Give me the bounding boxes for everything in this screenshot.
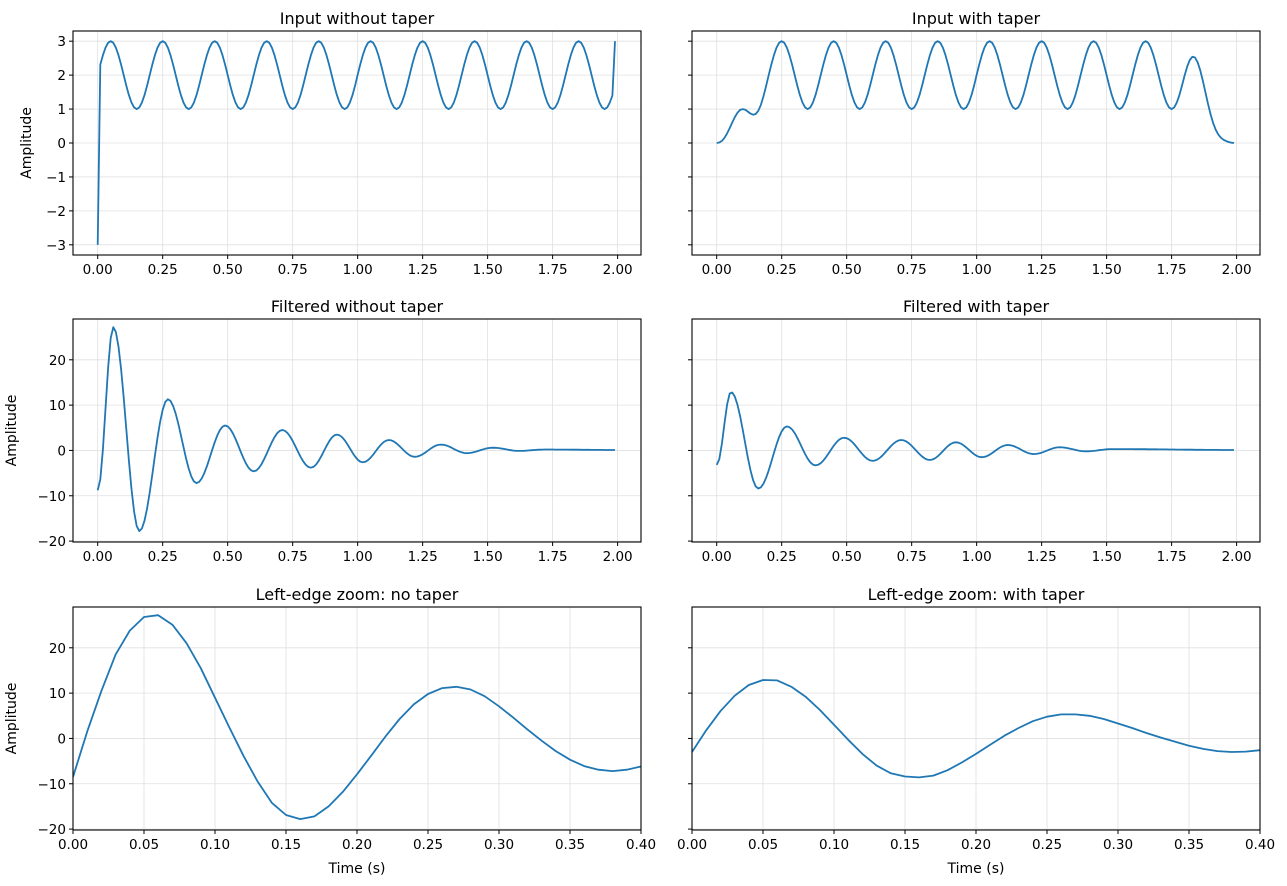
x-tick-label: 0.40 xyxy=(626,837,656,853)
y-tick-label: 0 xyxy=(57,443,66,459)
x-tick-label: 0.15 xyxy=(890,837,920,853)
x-tick-label: 0.00 xyxy=(702,549,732,565)
data-line xyxy=(96,40,616,245)
x-tick-label: 0.25 xyxy=(413,837,443,853)
x-tick-label: 1.50 xyxy=(473,262,503,278)
x-tick-label: 1.25 xyxy=(408,549,438,565)
y-tick-label: −2 xyxy=(46,204,66,220)
x-tick-label: 0.50 xyxy=(832,549,862,565)
y-tick-label: 20 xyxy=(49,353,66,369)
x-tick-label: 0.75 xyxy=(278,549,308,565)
axes-frame xyxy=(691,318,1261,543)
y-tick-label: −10 xyxy=(38,777,67,793)
x-tick-label: 0.10 xyxy=(200,837,230,853)
x-tick-label: 0.25 xyxy=(148,262,178,278)
data-line xyxy=(715,391,1234,490)
data-line xyxy=(73,614,641,820)
x-tick-label: 0.10 xyxy=(819,837,849,853)
x-tick-label: 0.15 xyxy=(271,837,301,853)
y-tick-label: 0 xyxy=(57,136,66,152)
data-line xyxy=(96,326,615,532)
y-axis-label: Amplitude xyxy=(19,107,35,179)
subplot-input-with-taper: 0.00 0.25 0.50 0.75 1.00 1.25 1.50 1.75 2.00 Inpu… xyxy=(688,9,1261,278)
x-tick-label: 0.30 xyxy=(484,837,514,853)
x-tick-label: 0.75 xyxy=(278,262,308,278)
subplot-title: Filtered with taper xyxy=(903,297,1049,316)
x-tick-label: 0.40 xyxy=(1245,837,1275,853)
x-tick-label: 1.75 xyxy=(538,549,568,565)
x-axis-label: Time (s) xyxy=(947,861,1005,877)
x-tick-label: 1.25 xyxy=(1027,262,1057,278)
x-tick-label: 0.25 xyxy=(767,262,797,278)
y-tick-label: −20 xyxy=(38,534,67,550)
x-tick-label: 1.75 xyxy=(1157,262,1187,278)
x-tick-label: 1.50 xyxy=(1092,262,1122,278)
x-tick-label: 0.00 xyxy=(83,549,113,565)
y-tick-label: −10 xyxy=(38,489,67,505)
x-tick-label: 0.05 xyxy=(748,837,778,853)
y-tick-label: 20 xyxy=(49,641,66,657)
subplot-title: Input with taper xyxy=(912,9,1041,28)
x-axis-label: Time (s) xyxy=(328,861,386,877)
subplot-title: Left-edge zoom: with taper xyxy=(868,585,1085,604)
x-tick-label: 0.20 xyxy=(961,837,991,853)
x-tick-label: 1.75 xyxy=(1157,549,1187,565)
subplot-input-without-taper: 0.00 0.25 0.50 0.75 1.00 1.25 1.50 1.75 2.00 −3 −2… xyxy=(19,9,642,278)
y-tick-label: −3 xyxy=(46,238,66,254)
subplot-left-edge-zoom-with-taper: 0.00 0.05 0.10 0.15 0.20 0.25 0.30 0.35 0.40 Left… xyxy=(677,585,1275,877)
y-tick-label: 0 xyxy=(57,731,66,747)
x-tick-label: 2.00 xyxy=(1222,549,1252,565)
x-tick-label: 0.50 xyxy=(213,262,243,278)
x-tick-label: 1.00 xyxy=(962,262,992,278)
subplot-filtered-without-taper: 0.00 0.25 0.50 0.75 1.00 1.25 1.50 1.75 2.00 −20 −… xyxy=(4,297,642,565)
x-tick-label: 0.35 xyxy=(555,837,585,853)
x-tick-label: 1.25 xyxy=(408,262,438,278)
x-tick-label: 0.20 xyxy=(342,837,372,853)
subplot-left-edge-zoom-no-taper: 0.00 0.05 0.10 0.15 0.20 0.25 0.30 0.35 0.40 −20 −… xyxy=(4,585,656,877)
y-tick-label: −20 xyxy=(38,822,67,838)
data-line xyxy=(716,40,1235,144)
x-tick-label: 0.05 xyxy=(129,837,159,853)
x-tick-label: 0.00 xyxy=(702,262,732,278)
x-tick-label: 1.25 xyxy=(1027,549,1057,565)
y-tick-label: 3 xyxy=(57,34,66,50)
x-tick-label: 0.25 xyxy=(148,549,178,565)
x-tick-label: 1.00 xyxy=(962,549,992,565)
y-tick-label: 2 xyxy=(57,68,66,84)
y-tick-label: 10 xyxy=(49,686,66,702)
subplot-title: Input without taper xyxy=(280,9,435,28)
x-tick-label: 2.00 xyxy=(1222,262,1252,278)
x-tick-label: 1.00 xyxy=(343,549,373,565)
y-axis-label: Amplitude xyxy=(4,683,20,755)
y-tick-label: 10 xyxy=(49,398,66,414)
x-tick-label: 0.25 xyxy=(1032,837,1062,853)
y-tick-label: −1 xyxy=(46,170,66,186)
x-tick-label: 1.50 xyxy=(1092,549,1122,565)
x-tick-label: 0.35 xyxy=(1174,837,1204,853)
x-tick-label: 1.50 xyxy=(473,549,503,565)
x-tick-label: 0.25 xyxy=(767,549,797,565)
subplot-filtered-with-taper: 0.00 0.25 0.50 0.75 1.00 1.25 1.50 1.75 2.00 Filt… xyxy=(688,297,1261,565)
x-tick-label: 0.00 xyxy=(83,262,113,278)
subplot-title: Filtered without taper xyxy=(271,297,444,316)
x-tick-label: 2.00 xyxy=(603,262,633,278)
x-tick-label: 0.50 xyxy=(213,549,243,565)
x-tick-label: 0.75 xyxy=(897,549,927,565)
x-tick-label: 0.00 xyxy=(58,837,88,853)
x-tick-label: 2.00 xyxy=(603,549,633,565)
data-line xyxy=(692,679,1260,779)
y-axis-label: Amplitude xyxy=(4,395,20,467)
axes-frame xyxy=(72,318,642,543)
x-tick-label: 0.30 xyxy=(1103,837,1133,853)
x-tick-label: 0.50 xyxy=(832,262,862,278)
x-tick-label: 1.75 xyxy=(538,262,568,278)
x-tick-label: 0.75 xyxy=(897,262,927,278)
y-tick-label: 1 xyxy=(57,102,66,118)
subplot-title: Left-edge zoom: no taper xyxy=(256,585,459,604)
x-tick-label: 0.00 xyxy=(677,837,707,853)
x-tick-label: 1.00 xyxy=(343,262,373,278)
